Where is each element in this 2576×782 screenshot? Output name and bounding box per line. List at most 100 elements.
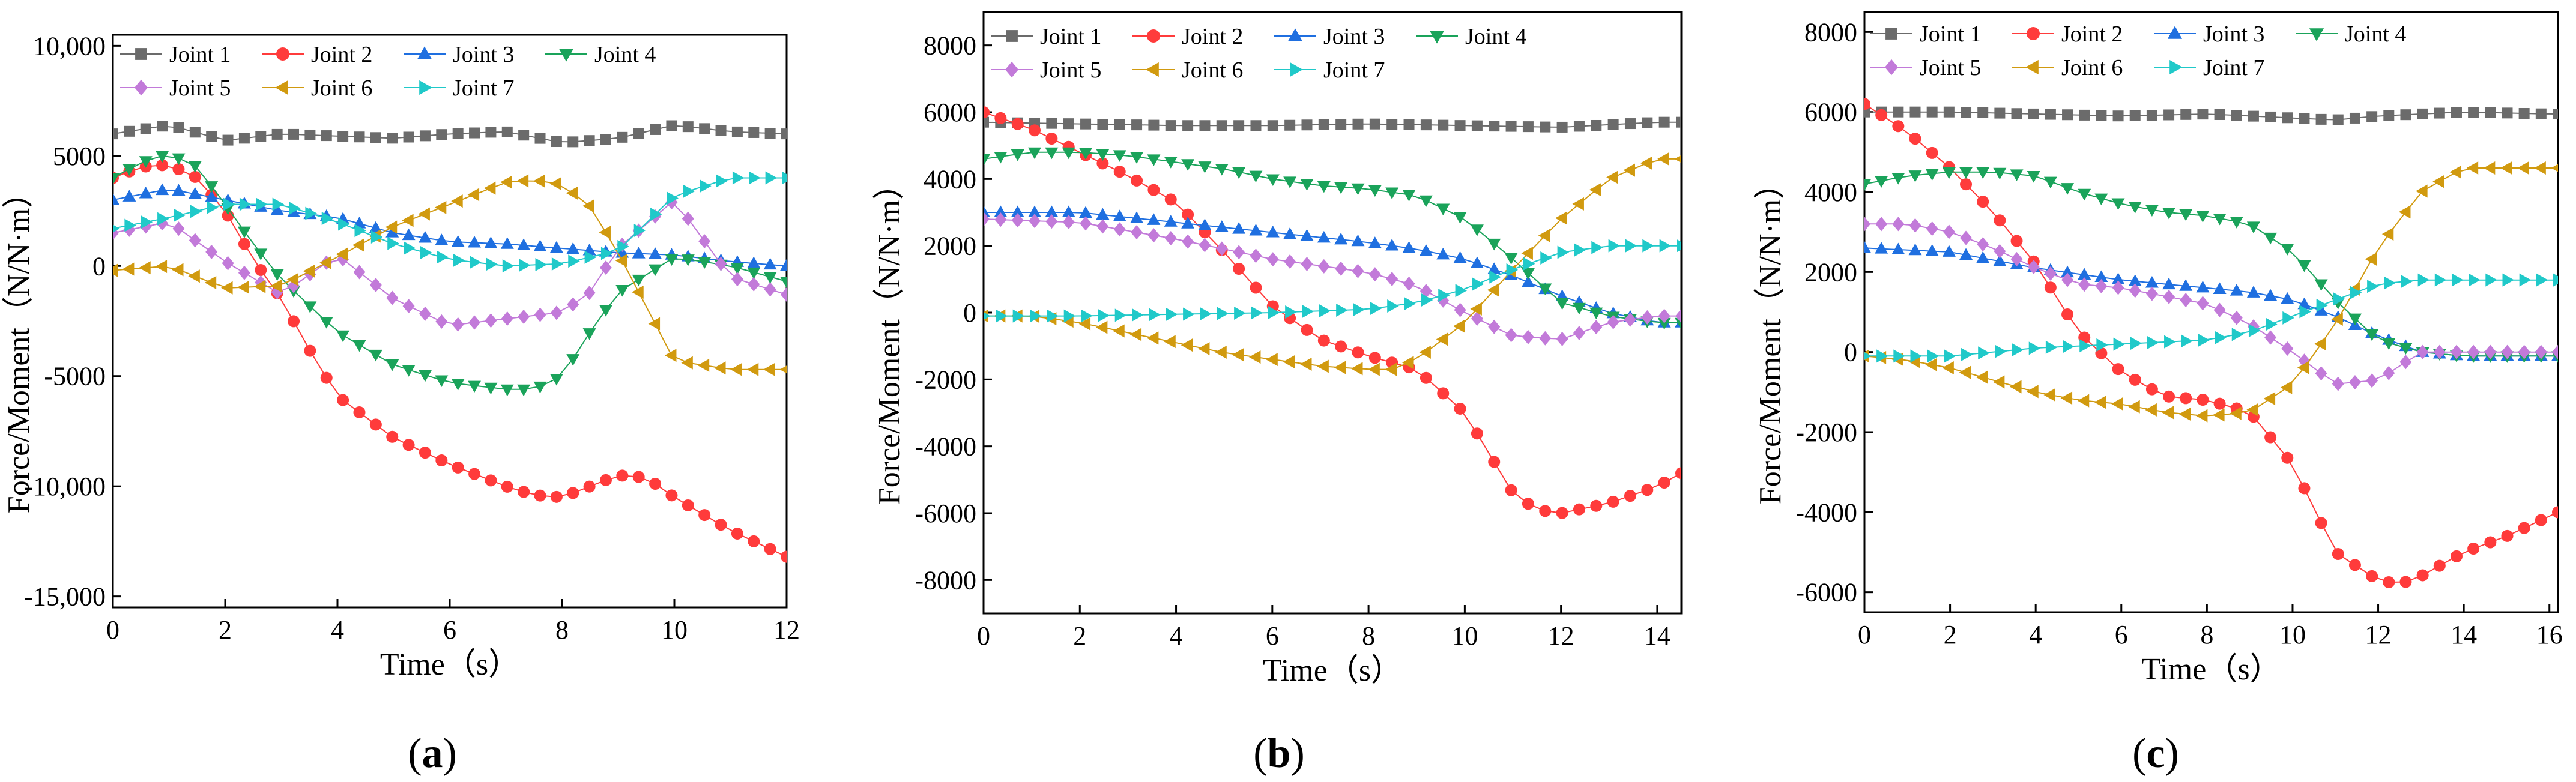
data-point	[1302, 304, 1314, 318]
data-point	[550, 305, 563, 320]
x-tick-label: 0	[106, 615, 119, 645]
data-point	[1572, 302, 1586, 315]
data-point	[1994, 107, 2006, 119]
data-point	[2484, 344, 2497, 359]
data-point	[1925, 169, 1939, 181]
legend-entry: Joint 5	[1920, 55, 1981, 80]
data-point	[1078, 317, 1091, 331]
data-point	[2297, 260, 2311, 272]
legend-marker	[2025, 59, 2039, 75]
data-point	[1489, 121, 1500, 132]
data-point	[1215, 164, 1229, 176]
data-point	[1438, 119, 1449, 131]
data-point	[2449, 165, 2461, 179]
series-1	[113, 159, 787, 563]
data-point	[1217, 307, 1229, 320]
data-point	[304, 344, 316, 357]
data-point	[1624, 312, 1636, 327]
data-point	[2365, 252, 2377, 266]
data-point	[337, 131, 349, 142]
data-point	[435, 454, 448, 467]
data-point	[1607, 314, 1619, 329]
panel-label-open: (	[1253, 730, 1267, 777]
data-point	[1959, 365, 1971, 379]
data-point	[370, 230, 383, 244]
data-point	[2248, 110, 2259, 122]
data-point	[1268, 305, 1280, 319]
data-point	[1892, 217, 1905, 232]
data-point	[402, 214, 414, 227]
data-point	[1642, 239, 1654, 253]
series-line	[1864, 247, 2558, 357]
data-point	[1875, 176, 1888, 188]
data-point	[748, 535, 760, 547]
data-point	[1891, 173, 1905, 185]
data-point	[172, 153, 186, 166]
series-line	[1864, 103, 2558, 583]
series-2	[1864, 241, 2558, 361]
data-point	[764, 128, 776, 139]
data-point	[402, 228, 416, 241]
y-axis-label: Force/Moment（N/N·m）	[872, 169, 907, 505]
data-point	[2043, 176, 2057, 189]
data-point	[984, 116, 989, 128]
data-point	[1590, 320, 1603, 335]
data-point	[1944, 349, 1956, 363]
data-point	[1641, 484, 1654, 496]
legend-marker	[275, 80, 288, 95]
data-point	[1521, 247, 1533, 260]
data-point	[1234, 306, 1246, 320]
data-point	[682, 499, 694, 511]
data-point	[1385, 187, 1399, 199]
data-point	[2145, 383, 2158, 396]
data-point	[2535, 514, 2547, 526]
y-tick-label: 8000	[924, 31, 976, 61]
data-point	[1657, 152, 1669, 166]
data-point	[1317, 181, 1331, 193]
legend-marker	[1006, 30, 1018, 42]
data-point	[156, 151, 169, 163]
data-point	[141, 215, 153, 229]
data-point	[1266, 226, 1280, 238]
data-point	[633, 128, 644, 139]
data-point	[1046, 118, 1057, 129]
data-point	[173, 122, 184, 133]
data-point	[1283, 355, 1295, 369]
data-point	[451, 379, 465, 391]
data-point	[2264, 289, 2278, 301]
series-4	[984, 212, 1681, 346]
legend-marker	[1287, 28, 1303, 41]
data-point	[386, 430, 399, 443]
data-point	[1249, 224, 1263, 236]
data-point	[2213, 397, 2226, 410]
data-point	[730, 263, 744, 275]
data-point	[2162, 277, 2176, 290]
data-point	[2382, 338, 2396, 350]
data-point	[2518, 344, 2530, 359]
data-point	[172, 184, 186, 196]
data-point	[2180, 109, 2192, 120]
data-point	[221, 281, 233, 295]
data-point	[1198, 218, 1212, 230]
data-point	[715, 519, 727, 531]
data-point	[2096, 110, 2107, 121]
y-tick-label: -2000	[915, 365, 976, 394]
data-point	[2366, 570, 2378, 582]
x-tick-label: 6	[443, 615, 456, 645]
legend-marker	[1429, 31, 1445, 44]
data-point	[222, 256, 234, 271]
data-point	[1504, 253, 1518, 265]
data-point	[1506, 263, 1519, 277]
data-point	[632, 286, 644, 299]
data-point	[171, 263, 184, 277]
data-point	[1489, 270, 1501, 284]
legend-entry: Joint 2	[311, 42, 372, 67]
data-point	[1028, 205, 1042, 217]
y-tick-label: -2000	[1795, 418, 1857, 447]
data-point	[549, 241, 563, 253]
data-point	[237, 226, 251, 239]
data-point	[1199, 238, 1211, 253]
data-point	[2096, 338, 2108, 352]
data-point	[1166, 307, 1178, 321]
data-point	[1403, 119, 1415, 130]
